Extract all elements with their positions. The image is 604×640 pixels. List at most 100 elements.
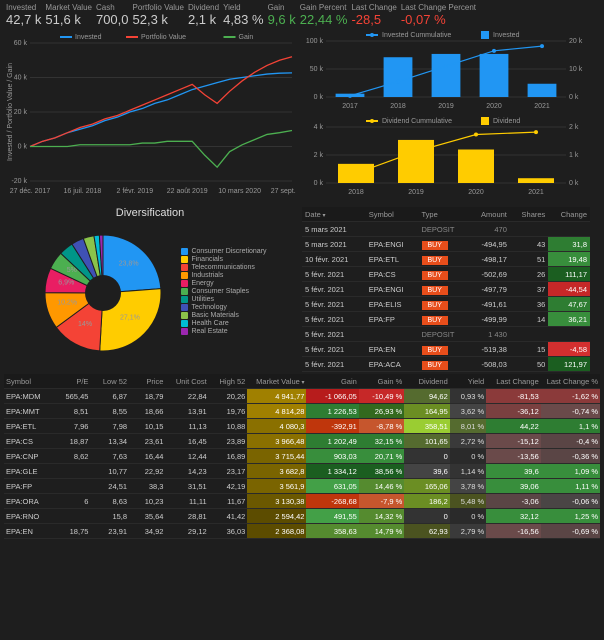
holdings-header[interactable]: Gain % bbox=[359, 374, 404, 389]
svg-text:5%: 5% bbox=[67, 267, 77, 274]
holdings-header[interactable]: P/E bbox=[56, 374, 90, 389]
svg-text:6,9%: 6,9% bbox=[59, 280, 75, 287]
transactions-table: DateSymbolTypeAmountSharesChange5 mars 2… bbox=[302, 207, 590, 372]
tx-row[interactable]: 5 févr. 2021DEPOSIT1 430 bbox=[302, 327, 590, 342]
tx-header[interactable]: Amount bbox=[469, 207, 510, 222]
svg-text:2021: 2021 bbox=[534, 103, 550, 110]
svg-text:4 k: 4 k bbox=[314, 124, 324, 131]
metric-last-change-percent: Last Change Percent-0,07 % bbox=[401, 3, 476, 27]
svg-text:2017: 2017 bbox=[342, 103, 358, 110]
holdings-header[interactable]: Yield bbox=[450, 374, 486, 389]
svg-text:0 k: 0 k bbox=[314, 94, 324, 101]
metric-invested: Invested42,7 k bbox=[6, 3, 41, 27]
svg-text:50 k: 50 k bbox=[310, 66, 324, 73]
metric-market-value: Market Value51,6 k bbox=[45, 3, 92, 27]
svg-text:2018: 2018 bbox=[390, 103, 406, 110]
main-line-chart: -20 k 0 k 20 k 40 k 60 k 27 déc. 2017 16 juil.… bbox=[4, 29, 296, 203]
svg-text:Invested Cummulative: Invested Cummulative bbox=[382, 32, 451, 39]
svg-text:60 k: 60 k bbox=[14, 40, 28, 47]
svg-text:10,2%: 10,2% bbox=[58, 300, 78, 307]
diversification-panel: Diversification 23,8% 27,1% 14% 10,2% 6,9% 5%… bbox=[4, 207, 296, 372]
metric-dividend: Dividend2,1 k bbox=[188, 3, 219, 27]
holdings-header[interactable]: Last Change % bbox=[541, 374, 600, 389]
svg-text:2019: 2019 bbox=[438, 103, 454, 110]
tx-row[interactable]: 5 mars 2021EPA:ENGIBUY-494,954331,8 bbox=[302, 237, 590, 252]
holdings-header[interactable]: Low 52 bbox=[90, 374, 129, 389]
holdings-table: SymbolP/ELow 52PriceUnit CostHigh 52Mark… bbox=[0, 372, 604, 539]
tx-row[interactable]: 5 févr. 2021EPA:FPBUY-499,991436,21 bbox=[302, 312, 590, 327]
holdings-row[interactable]: EPA:FP24,5138,331,5142,193 561,9631,0514… bbox=[4, 479, 600, 494]
holdings-row[interactable]: EPA:ORA68,6310,2311,1111,673 130,38-268,… bbox=[4, 494, 600, 509]
holdings-row[interactable]: EPA:ETL7,967,9810,1511,1310,884 080,3-39… bbox=[4, 419, 600, 434]
holdings-header[interactable]: Price bbox=[129, 374, 165, 389]
metric-gain-percent: Gain Percent22,44 % bbox=[300, 3, 348, 27]
svg-text:14%: 14% bbox=[78, 321, 92, 328]
svg-text:0 k: 0 k bbox=[314, 180, 324, 187]
tx-header[interactable]: Type bbox=[419, 207, 469, 222]
svg-text:0 k: 0 k bbox=[569, 94, 579, 101]
svg-text:20 k: 20 k bbox=[14, 109, 28, 116]
holdings-header[interactable]: Symbol bbox=[4, 374, 56, 389]
svg-text:2019: 2019 bbox=[408, 189, 424, 196]
svg-text:Invested: Invested bbox=[75, 34, 102, 41]
holdings-row[interactable]: EPA:CNP8,627,6316,4412,4416,893 715,4490… bbox=[4, 449, 600, 464]
svg-text:22 août 2019: 22 août 2019 bbox=[167, 188, 208, 195]
svg-text:Gain: Gain bbox=[239, 34, 254, 41]
svg-text:2 févr. 2019: 2 févr. 2019 bbox=[117, 188, 154, 195]
holdings-header[interactable]: Last Change bbox=[486, 374, 541, 389]
tx-row[interactable]: 5 mars 2021DEPOSIT470 bbox=[302, 222, 590, 237]
holdings-header[interactable]: Market Value bbox=[247, 374, 306, 389]
svg-text:0 k: 0 k bbox=[18, 144, 28, 151]
holdings-header[interactable]: Dividend bbox=[404, 374, 449, 389]
holdings-row[interactable]: EPA:MDM565,456,8718,7922,8420,264 941,77… bbox=[4, 389, 600, 404]
svg-text:Invested: Invested bbox=[493, 32, 520, 39]
metric-portfolio-value: Portfolio Value52,3 k bbox=[133, 3, 184, 27]
metric-cash: Cash700,0 bbox=[96, 3, 129, 27]
invested-bar-chart: Invested Cummulative Invested 0 k 50 k 100 k… bbox=[302, 29, 590, 111]
svg-text:23,8%: 23,8% bbox=[119, 260, 139, 267]
tx-row[interactable]: 10 févr. 2021EPA:ETLBUY-498,175119,48 bbox=[302, 252, 590, 267]
svg-text:Portfolio Value: Portfolio Value bbox=[141, 34, 186, 41]
svg-text:10 mars 2020: 10 mars 2020 bbox=[218, 188, 261, 195]
tx-row[interactable]: 5 févr. 2021EPA:ACABUY-508,0350121,97 bbox=[302, 357, 590, 372]
holdings-row[interactable]: EPA:GLE10,7722,9214,2323,173 682,81 334,… bbox=[4, 464, 600, 479]
pie-chart: 23,8% 27,1% 14% 10,2% 6,9% 5% bbox=[33, 221, 173, 361]
svg-text:Dividend Cummulative: Dividend Cummulative bbox=[382, 118, 452, 125]
holdings-header[interactable]: Gain bbox=[306, 374, 358, 389]
svg-text:27 déc. 2017: 27 déc. 2017 bbox=[10, 188, 51, 195]
holdings-row[interactable]: EPA:MMT8,518,5518,6613,9119,764 814,281 … bbox=[4, 404, 600, 419]
svg-text:16 juil. 2018: 16 juil. 2018 bbox=[64, 188, 102, 195]
tx-row[interactable]: 5 févr. 2021EPA:ENGIBUY-497,7937-44,54 bbox=[302, 282, 590, 297]
svg-text:20 k: 20 k bbox=[569, 38, 583, 45]
svg-text:Dividend: Dividend bbox=[493, 118, 520, 125]
tx-header[interactable]: Shares bbox=[510, 207, 548, 222]
tx-header[interactable]: Change bbox=[548, 207, 590, 222]
pie-legend: Consumer DiscretionaryFinancialsTelecomm… bbox=[181, 248, 266, 335]
pie-title: Diversification bbox=[4, 207, 296, 219]
metric-gain: Gain9,6 k bbox=[268, 3, 296, 27]
tx-header[interactable]: Date bbox=[302, 207, 366, 222]
svg-text:2 k: 2 k bbox=[569, 124, 579, 131]
dividend-bar-chart: Dividend Cummulative Dividend 0 k 2 k 4 k 0 k… bbox=[302, 115, 590, 197]
tx-row[interactable]: 5 févr. 2021EPA:ELISBUY-491,613647,67 bbox=[302, 297, 590, 312]
tx-header[interactable]: Symbol bbox=[366, 207, 419, 222]
svg-text:2 k: 2 k bbox=[314, 152, 324, 159]
svg-text:27,1%: 27,1% bbox=[120, 314, 140, 321]
svg-text:27 sept. 2020: 27 sept. 2020 bbox=[271, 188, 296, 195]
svg-text:10 k: 10 k bbox=[569, 66, 583, 73]
holdings-row[interactable]: EPA:CS18,8713,3423,6116,4523,893 966,481… bbox=[4, 434, 600, 449]
metrics-bar: Invested42,7 kMarket Value51,6 kCash700,… bbox=[0, 0, 604, 27]
holdings-row[interactable]: EPA:RNO15,835,6428,8141,422 594,42491,55… bbox=[4, 509, 600, 524]
holdings-header[interactable]: Unit Cost bbox=[165, 374, 208, 389]
svg-text:0 k: 0 k bbox=[569, 180, 579, 187]
holdings-header[interactable]: High 52 bbox=[209, 374, 248, 389]
svg-text:2021: 2021 bbox=[528, 189, 544, 196]
svg-text:-20 k: -20 k bbox=[11, 178, 27, 185]
tx-row[interactable]: 5 févr. 2021EPA:ENBUY-519,3815-4,58 bbox=[302, 342, 590, 357]
svg-text:40 k: 40 k bbox=[14, 75, 28, 82]
tx-row[interactable]: 5 févr. 2021EPA:CSBUY-502,6926111,17 bbox=[302, 267, 590, 282]
holdings-row[interactable]: EPA:EN18,7523,9134,9229,1236,032 368,083… bbox=[4, 524, 600, 539]
svg-text:100 k: 100 k bbox=[306, 38, 324, 45]
svg-text:2020: 2020 bbox=[468, 189, 484, 196]
svg-text:2018: 2018 bbox=[348, 189, 364, 196]
